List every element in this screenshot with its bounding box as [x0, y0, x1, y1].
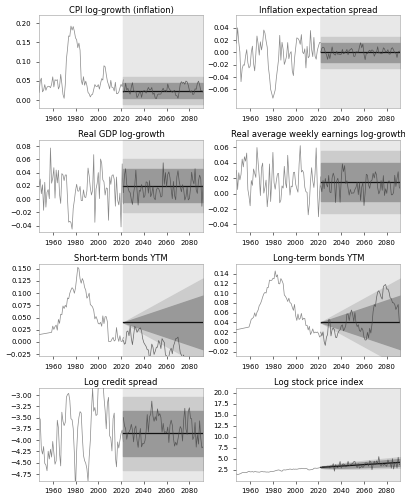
FancyBboxPatch shape — [122, 20, 203, 500]
Title: Short-term bonds YTM: Short-term bonds YTM — [74, 254, 167, 263]
FancyBboxPatch shape — [320, 0, 400, 416]
Title: CPI log-growth (inflation): CPI log-growth (inflation) — [68, 6, 173, 15]
FancyBboxPatch shape — [122, 366, 203, 500]
FancyBboxPatch shape — [320, 386, 400, 483]
Title: Real average weekly earnings log-growth: Real average weekly earnings log-growth — [230, 130, 405, 139]
Title: Inflation expectation spread: Inflation expectation spread — [258, 6, 377, 15]
FancyBboxPatch shape — [122, 0, 203, 500]
Title: Long-term bonds YTM: Long-term bonds YTM — [272, 254, 363, 263]
Title: Log credit spread: Log credit spread — [84, 378, 158, 388]
Title: Real GDP log-growth: Real GDP log-growth — [77, 130, 164, 139]
FancyBboxPatch shape — [320, 0, 400, 500]
FancyBboxPatch shape — [122, 0, 203, 300]
Title: Log stock price index: Log stock price index — [273, 378, 362, 388]
FancyBboxPatch shape — [320, 20, 400, 500]
